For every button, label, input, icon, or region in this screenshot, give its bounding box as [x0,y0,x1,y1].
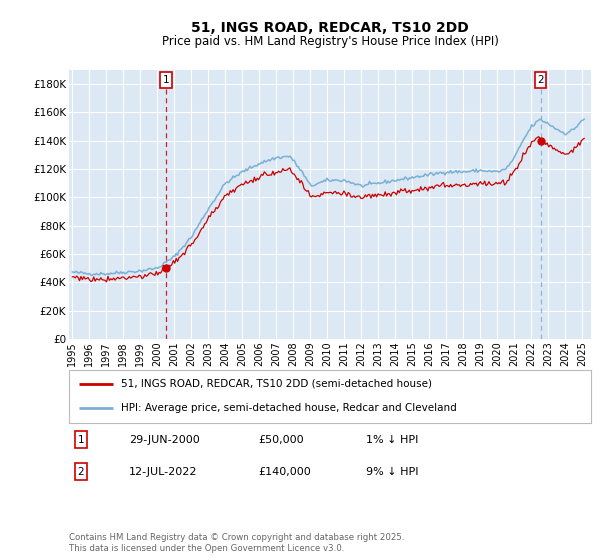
Text: 1% ↓ HPI: 1% ↓ HPI [366,435,418,445]
Text: Price paid vs. HM Land Registry's House Price Index (HPI): Price paid vs. HM Land Registry's House … [161,35,499,48]
Text: Contains HM Land Registry data © Crown copyright and database right 2025.
This d: Contains HM Land Registry data © Crown c… [69,533,404,553]
Text: 12-JUL-2022: 12-JUL-2022 [129,466,197,477]
Text: 9% ↓ HPI: 9% ↓ HPI [366,466,419,477]
Text: 2: 2 [537,75,544,85]
Text: £140,000: £140,000 [258,466,311,477]
Text: 2: 2 [77,466,85,477]
Text: 29-JUN-2000: 29-JUN-2000 [129,435,200,445]
Text: £50,000: £50,000 [258,435,304,445]
Text: 51, INGS ROAD, REDCAR, TS10 2DD: 51, INGS ROAD, REDCAR, TS10 2DD [191,21,469,35]
Text: 1: 1 [77,435,85,445]
Text: HPI: Average price, semi-detached house, Redcar and Cleveland: HPI: Average price, semi-detached house,… [121,403,457,413]
Text: 51, INGS ROAD, REDCAR, TS10 2DD (semi-detached house): 51, INGS ROAD, REDCAR, TS10 2DD (semi-de… [121,379,432,389]
Text: 1: 1 [163,75,169,85]
